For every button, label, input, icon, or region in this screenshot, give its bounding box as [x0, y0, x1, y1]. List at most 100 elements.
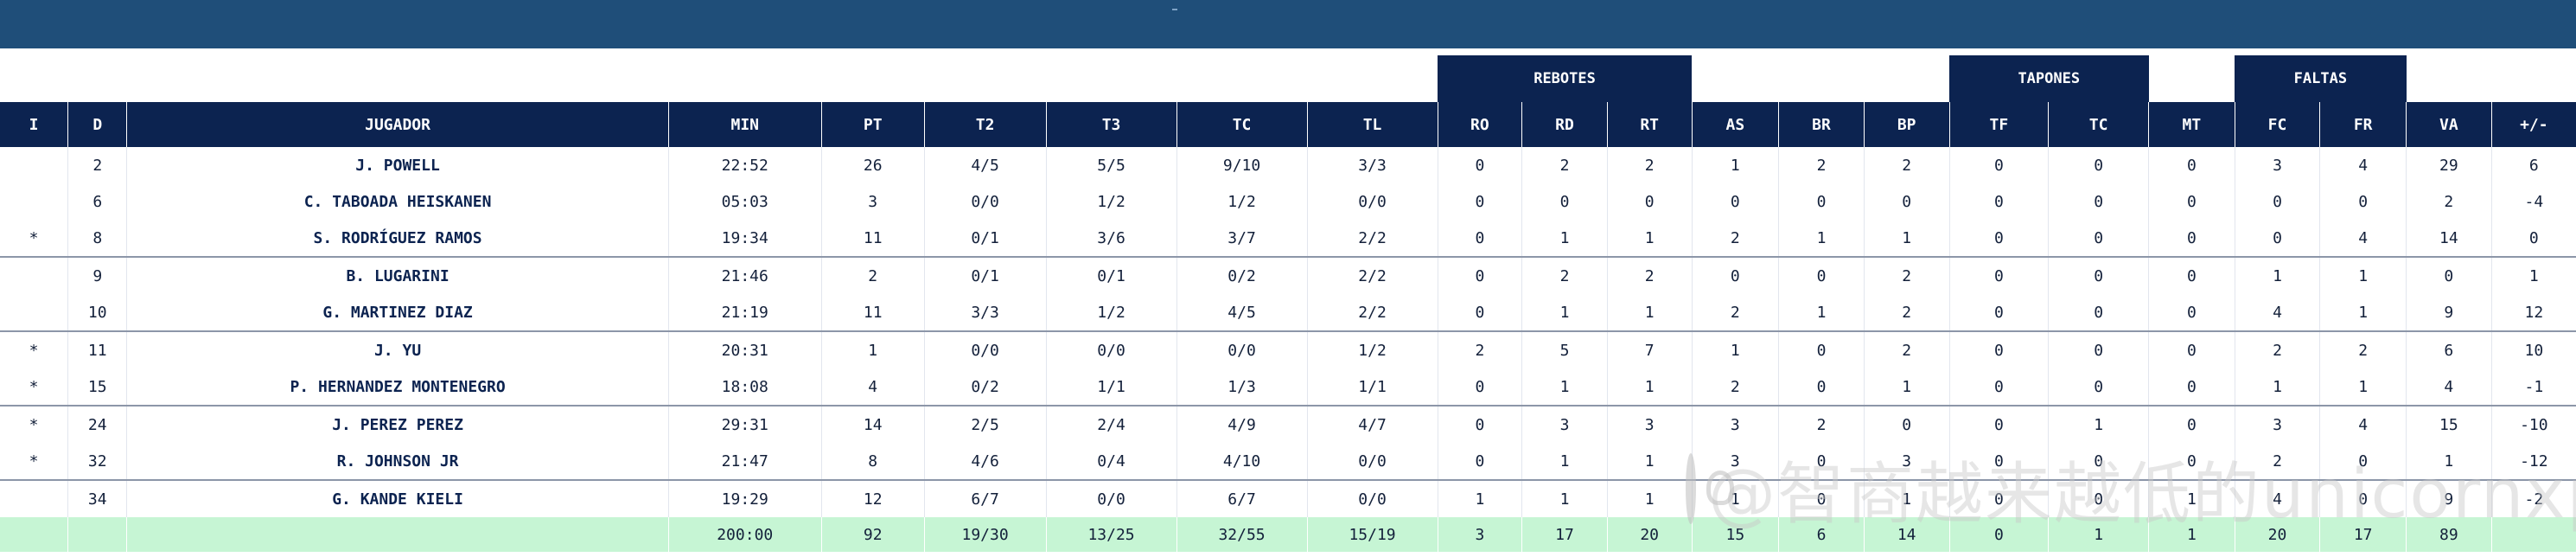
- cell-ro: 0: [1437, 443, 1522, 480]
- cell-min: 21:19: [667, 294, 822, 331]
- cell-t2: 0/1: [923, 256, 1047, 294]
- cell-t3: 5/5: [1045, 147, 1177, 183]
- col-header-fc: FC: [2235, 102, 2321, 147]
- total-player: [126, 517, 669, 552]
- cell-tc: 4/10: [1176, 443, 1308, 480]
- cell-rt: 7: [1606, 330, 1693, 368]
- cell-rt: 3: [1606, 405, 1693, 443]
- cell-fr: 1: [2319, 294, 2407, 331]
- player-row: * 24 J. PEREZ PEREZ 29:31 14 2/5 2/4 4/9 4/7 0 3 3 3…: [0, 405, 2576, 443]
- col-header-tc: TC: [1176, 102, 1308, 147]
- player-row: 9 B. LUGARINI 21:46 2 0/1 0/1 0/2 2/2 0 2 2 0 0 2 0 0 0 1…: [0, 256, 2576, 294]
- cell-bp: 2: [1863, 256, 1949, 294]
- cell-va: 15: [2406, 405, 2492, 443]
- cell-t3: 2/4: [1045, 405, 1177, 443]
- cell-rt: 1: [1606, 479, 1693, 517]
- cell-rd: 0: [1521, 183, 1608, 220]
- cell-as: 0: [1691, 183, 1779, 220]
- cell-pt: 3: [820, 183, 925, 220]
- total-fc: 20: [2234, 517, 2320, 552]
- cell-tf: 0: [1948, 330, 2049, 368]
- cell-tc-block: 0: [2048, 147, 2149, 183]
- cell-br: 1: [1778, 294, 1865, 331]
- total-rt: 20: [1606, 517, 1693, 552]
- col-header-va: VA: [2406, 102, 2492, 147]
- cell-fc: 0: [2234, 183, 2320, 220]
- total-rd: 17: [1521, 517, 1608, 552]
- cell-min: 29:31: [667, 405, 822, 443]
- cell-tc: 0/0: [1176, 330, 1308, 368]
- cell-ro: 0: [1437, 147, 1522, 183]
- cell-as: 2: [1691, 368, 1779, 406]
- total-dorsal: [67, 517, 127, 552]
- cell-tc: 9/10: [1176, 147, 1308, 183]
- cell-i: [0, 183, 68, 220]
- cell-pt: 2: [820, 256, 925, 294]
- cell-tf: 0: [1948, 220, 2049, 257]
- cell-fr: 4: [2319, 220, 2407, 257]
- cell-t2: 4/6: [923, 443, 1047, 480]
- top-bar-marker: [1172, 9, 1177, 10]
- cell-player: J. YU: [126, 330, 669, 368]
- col-header-t3: T3: [1046, 102, 1177, 147]
- cell-fr: 0: [2319, 183, 2407, 220]
- group-header-row: REBOTES TAPONES FALTAS: [0, 55, 2576, 102]
- cell-t2: 4/5: [923, 147, 1047, 183]
- cell-pt: 14: [820, 405, 925, 443]
- group-faltas: FALTAS: [2235, 55, 2407, 102]
- cell-tl: 2/2: [1306, 294, 1438, 331]
- cell-tl: 1/2: [1306, 330, 1438, 368]
- cell-fr: 1: [2319, 256, 2407, 294]
- cell-t3: 1/2: [1045, 183, 1177, 220]
- col-header-tl: TL: [1307, 102, 1438, 147]
- player-row: 6 C. TABOADA HEISKANEN 05:03 3 0/0 1/2 1/2 0/0 0…: [0, 183, 2576, 220]
- cell-i: [0, 256, 68, 294]
- cell-min: 21:46: [667, 256, 822, 294]
- cell-plus-minus: -10: [2490, 405, 2576, 443]
- cell-va: 9: [2406, 479, 2492, 517]
- cell-dorsal: 34: [67, 479, 127, 517]
- cell-min: 05:03: [667, 183, 822, 220]
- totals-row: 200:00 92 19/30 13/25 32/55 15/19 3 17 20 15 6 14 0 1…: [0, 517, 2576, 552]
- cell-i: [0, 479, 68, 517]
- cell-t2: 0/2: [923, 368, 1047, 406]
- cell-rt: 1: [1606, 368, 1693, 406]
- cell-as: 2: [1691, 294, 1779, 331]
- total-t2: 19/30: [923, 517, 1047, 552]
- cell-tc: 1/2: [1176, 183, 1308, 220]
- cell-tl: 4/7: [1306, 405, 1438, 443]
- cell-dorsal: 15: [67, 368, 127, 406]
- cell-plus-minus: 1: [2490, 256, 2576, 294]
- cell-rt: 2: [1606, 256, 1693, 294]
- col-header-rt: RT: [1607, 102, 1693, 147]
- cell-player: S. RODRÍGUEZ RAMOS: [126, 220, 669, 257]
- cell-br: 0: [1778, 479, 1865, 517]
- cell-ro: 0: [1437, 183, 1522, 220]
- cell-as: 1: [1691, 147, 1779, 183]
- cell-t2: 0/0: [923, 183, 1047, 220]
- cell-tc-block: 0: [2048, 294, 2149, 331]
- cell-min: 19:34: [667, 220, 822, 257]
- cell-rd: 2: [1521, 256, 1608, 294]
- cell-mt: 0: [2148, 147, 2235, 183]
- cell-pt: 11: [820, 220, 925, 257]
- cell-tf: 0: [1948, 405, 2049, 443]
- cell-ro: 0: [1437, 368, 1522, 406]
- cell-tc-block: 0: [2048, 330, 2149, 368]
- cell-t2: 6/7: [923, 479, 1047, 517]
- cell-bp: 2: [1863, 147, 1949, 183]
- cell-t3: 1/1: [1045, 368, 1177, 406]
- cell-tc: 4/9: [1176, 405, 1308, 443]
- cell-tc: 1/3: [1176, 368, 1308, 406]
- top-bar: [0, 0, 2576, 48]
- cell-i: [0, 294, 68, 331]
- cell-bp: 1: [1863, 220, 1949, 257]
- cell-i: *: [0, 405, 68, 443]
- col-header-as: AS: [1692, 102, 1780, 147]
- col-header-tc-block: TC: [2048, 102, 2150, 147]
- cell-tl: 3/3: [1306, 147, 1438, 183]
- cell-tf: 0: [1948, 479, 2049, 517]
- cell-rd: 1: [1521, 443, 1608, 480]
- cell-tc: 0/2: [1176, 256, 1308, 294]
- cell-br: 0: [1778, 443, 1865, 480]
